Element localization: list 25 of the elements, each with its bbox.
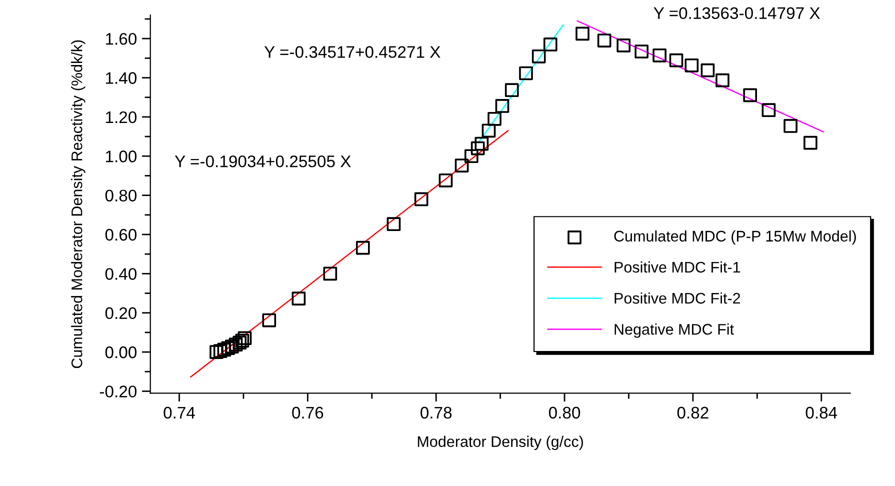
x-tick-label: 0.74 (164, 406, 195, 419)
y-tick-label: 1.40 (106, 72, 137, 84)
y-tick-label: 0.80 (105, 190, 137, 202)
y-tick-label: 1.00 (106, 150, 137, 162)
legend-label: Positive MDC Fit-1 (614, 261, 740, 273)
annotation: Y =-0.34517+0.45271 X (264, 46, 440, 58)
y-tick-label: 0.60 (105, 228, 137, 241)
y-tick-label: 0.40 (105, 268, 137, 280)
x-tick-label: 0.82 (677, 406, 708, 419)
legend-label: Cumulated MDC (P-P 15Mw Model) (614, 230, 856, 245)
y-tick-label: 0.00 (105, 346, 137, 358)
y-tick-label: 0.20 (105, 307, 137, 320)
y-tick-label: -0.20 (100, 386, 137, 398)
annotation: Y =0.13563-0.14797 X (654, 7, 820, 20)
x-tick-label: 0.76 (292, 406, 324, 419)
y-tick-label: 1.20 (106, 111, 137, 124)
x-axis-title: Moderator Density (g/cc) (418, 436, 583, 450)
legend-label: Negative MDC Fit (614, 324, 734, 338)
x-tick-label: 0.78 (420, 406, 452, 419)
legend-label: Positive MDC Fit-2 (614, 292, 740, 304)
annotation: Y =-0.19034+0.25505 X (174, 155, 351, 168)
y-tick-label: 1.60 (106, 32, 137, 45)
x-tick-label: 0.80 (548, 406, 580, 419)
x-tick-label: 0.84 (806, 406, 838, 419)
y-axis-title: Cumulated Moderator Density Reactivity (%dk/k) (71, 40, 86, 368)
